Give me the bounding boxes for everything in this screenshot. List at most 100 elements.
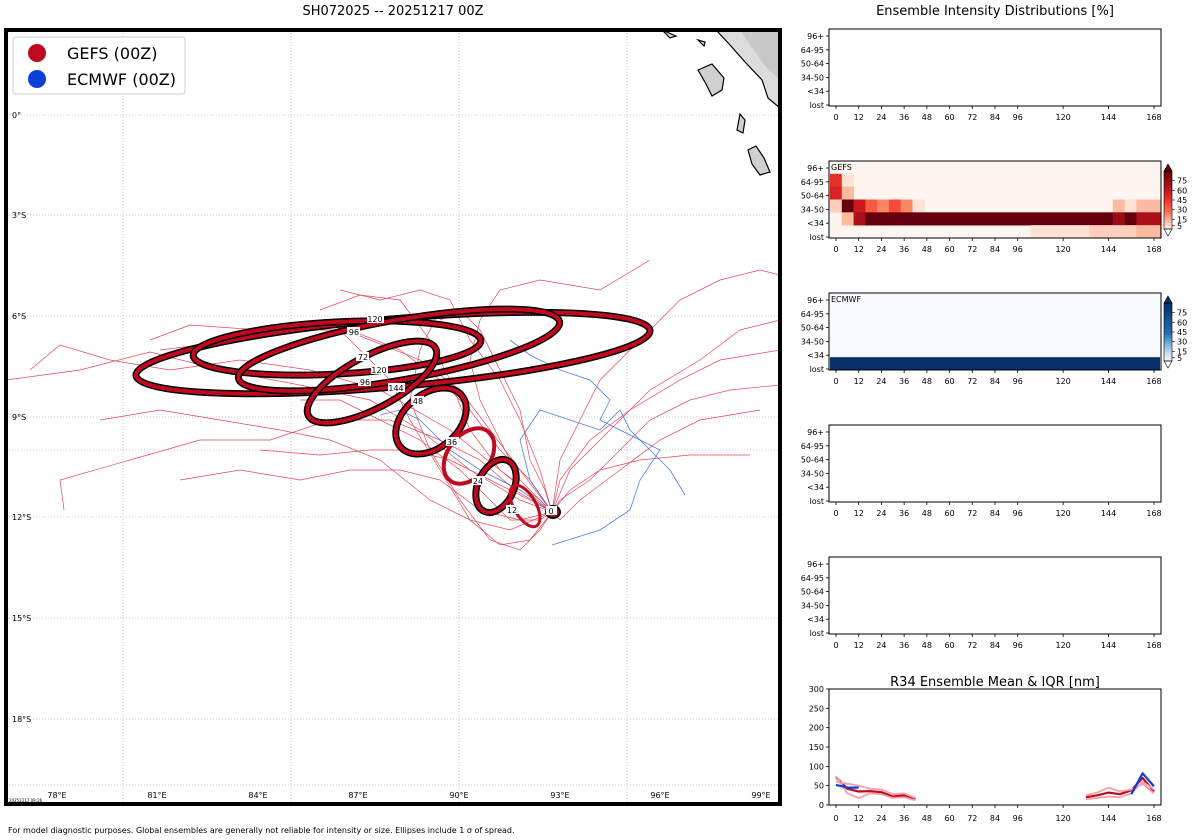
x-tick-label: 60 [944,245,954,254]
map-timestamp: 20251217 09:26 [9,798,43,803]
lat-label: 15°S [12,614,31,623]
heatmap-cell [841,199,855,213]
colorbar-tick: 75 [1177,309,1187,318]
heatmap-cell [1112,212,1126,226]
y-category-label: 96+ [807,32,824,41]
x-tick-label: 96 [1013,245,1023,254]
y-tick-label: 100 [809,762,824,771]
heatmap-cell [959,212,972,226]
colorbar-tick: 45 [1177,196,1187,205]
x-tick-label: 84 [990,509,1000,518]
heatmap-cell [900,212,913,226]
heatmap-cell [1112,199,1126,213]
heatmap-cell [1077,225,1090,239]
x-tick-label: 84 [990,377,1000,386]
heatmap-cell [1124,225,1137,239]
x-tick-label: 96 [1013,113,1023,122]
y-category-label: 96+ [807,428,824,437]
y-category-label: 64-95 [801,46,824,55]
x-tick-label: 120 [1056,113,1071,122]
x-tick-label: 36 [899,113,909,122]
x-tick-label: 120 [1056,245,1071,254]
x-tick-label: 72 [967,245,977,254]
heatmap-cell [1148,199,1161,213]
x-tick-label: 0 [833,113,838,122]
heatmap-cell [1136,199,1149,213]
svg-text:144: 144 [388,384,403,393]
x-tick-label: 24 [876,509,886,518]
lon-label: 87°E [348,791,367,800]
colorbar-tick: 5 [1177,354,1182,363]
heatmap-cell [1018,212,1031,226]
heatmap-cell [1136,212,1149,226]
legend-gefs-marker [28,44,46,62]
lon-label: 81°E [147,791,166,800]
lat-label: 3°S [12,211,26,220]
x-tick-label: 84 [990,113,1000,122]
x-tick-label: 48 [922,113,932,122]
lon-label: 90°E [449,791,468,800]
intensity-panel: ECMWF7560453015596+64-9550-6434-50<34los… [801,292,1187,386]
heatmap-cell [1136,225,1149,239]
heatmap-cell [1112,225,1126,239]
heatmap-cell [1089,212,1102,226]
ellipse-label: 36 [446,437,459,447]
y-category-label: 50-64 [801,192,824,201]
x-tick-label: 12 [854,377,864,386]
series-line [1085,782,1155,797]
y-tick-label: 300 [809,685,824,694]
x-tick-label: 24 [876,245,886,254]
heatmap-cell [865,199,878,213]
x-tick-label: 96 [1013,509,1023,518]
x-tick-label: 0 [833,641,838,650]
series-line [835,776,916,801]
x-tick-label: 72 [967,641,977,650]
colorbar-tick: 15 [1177,347,1187,356]
x-tick-label: 84 [990,814,1000,823]
series-ecmwf-mean [835,772,1155,795]
series-line [1085,776,1155,799]
map-title: SH072025 -- 20251217 00Z [302,4,483,19]
r34-chart: 0 50 100 150 200 250 300 0 12 24 36 48 60 72 84 96 120 14… [809,685,1162,823]
longitude-labels: 78°E 81°E 84°E 87°E 90°E 93°E 96°E 99°E [47,791,770,800]
intensity-panels: 96+ 64-95 50-64 34-50 <34 lost 0 12 24 36 48 60 72 84… [801,28,1187,650]
x-tick-label: 48 [922,377,932,386]
heatmap-cell [853,212,866,226]
y-category-label: <34 [807,615,824,624]
y-category-label: lost [810,497,824,506]
colorbar-tick: 75 [1177,177,1187,186]
ellipse-label: 120 [371,365,388,375]
x-tick-label: 144 [1101,814,1116,823]
heatmap-cell [1077,212,1090,226]
y-category-label: 50-64 [801,60,824,69]
heatmap-cell [936,212,949,226]
heatmap-cell [1053,225,1067,239]
y-tick-label: 0 [819,801,824,810]
x-tick-label: 24 [876,113,886,122]
svg-text:120: 120 [371,366,386,375]
y-tick-label: 200 [809,724,824,733]
heatmap-cell [877,199,890,213]
landmass [661,30,780,176]
x-tick-label: 96 [1013,641,1023,650]
y-category-label: 34-50 [801,205,824,214]
y-category-label: lost [810,365,824,374]
x-tick-label: 12 [854,113,864,122]
x-tick-label: 144 [1101,113,1116,122]
heatmap-cell [841,212,855,226]
y-category-label: 64-95 [801,574,824,583]
x-tick-label: 168 [1146,509,1161,518]
y-category-label: lost [810,233,824,242]
x-tick-label: 12 [854,245,864,254]
heatmap-cell [1042,225,1055,239]
heatmap-cell [853,199,866,213]
intensity-panel: 96+ 64-95 50-64 34-50 <34 lost 0 12 24 36 48 60 72 84… [801,28,1162,122]
series-line [835,783,859,789]
colorbar-tick: 45 [1177,328,1187,337]
ellipse-label: 144 [388,383,405,393]
x-tick-label: 36 [899,814,909,823]
series-line [1130,772,1155,795]
panel-label: ECMWF [831,295,861,304]
heatmap-cell [1030,225,1043,239]
